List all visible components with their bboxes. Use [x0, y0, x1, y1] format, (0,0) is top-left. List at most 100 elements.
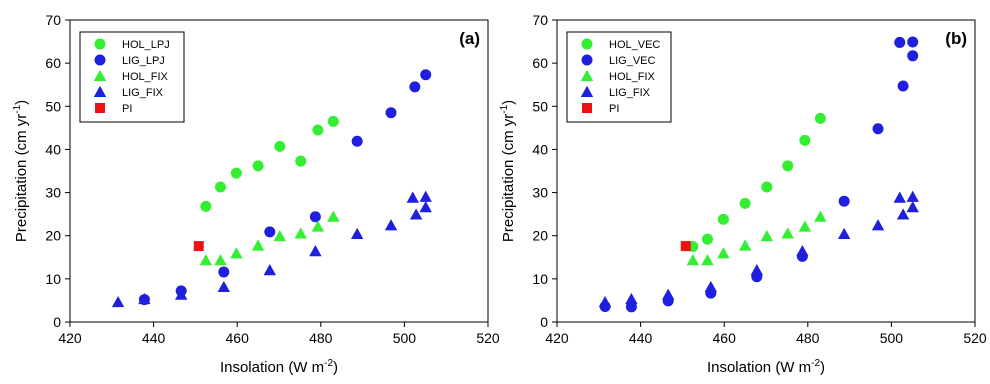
data-point	[384, 219, 398, 231]
data-point	[893, 191, 906, 203]
y-tick-label: 40	[45, 141, 61, 157]
y-tick-label: 50	[532, 98, 548, 114]
series-pi	[193, 241, 204, 252]
series-hol-fix	[686, 210, 827, 266]
data-point	[739, 197, 751, 209]
data-point	[598, 295, 612, 308]
legend-marker	[581, 54, 593, 66]
x-axis-label: Insolation (W m-2)	[707, 358, 825, 376]
data-point	[350, 227, 364, 239]
data-point	[409, 81, 421, 93]
legend: HOL_LPJ LIG_LPJ HOL_FIX LIG_FIX PI	[79, 31, 185, 123]
data-point	[419, 190, 432, 202]
y-tick-label: 30	[45, 185, 61, 201]
data-point	[200, 200, 212, 212]
series-hol-fix	[199, 210, 340, 266]
data-point	[799, 134, 811, 146]
data-point	[218, 266, 230, 278]
data-point	[894, 36, 906, 48]
data-point	[264, 226, 276, 238]
legend-entry-label: LIG_FIX	[609, 87, 651, 99]
data-point	[717, 247, 730, 259]
x-tick-label: 440	[142, 330, 166, 346]
data-point	[311, 220, 325, 232]
data-point	[327, 115, 339, 127]
data-point	[798, 220, 812, 232]
data-point	[907, 36, 919, 48]
x-tick-label: 460	[713, 330, 737, 346]
y-tick-label: 20	[45, 228, 61, 244]
data-point	[661, 288, 675, 300]
x-tick-label: 420	[58, 330, 82, 346]
data-point	[420, 69, 432, 81]
data-point	[625, 292, 638, 305]
chart-panel-a: 420 440 460 480 500 520 0 10 20 30 40 50 60 70 Insolat…	[12, 12, 500, 376]
data-point	[327, 210, 340, 222]
data-point	[717, 213, 729, 225]
data-point	[796, 245, 809, 257]
data-point	[138, 292, 151, 305]
data-point	[896, 208, 910, 220]
y-tick-label: 30	[532, 185, 548, 201]
y-axis-label: Precipitation (cm yr-1)	[12, 100, 30, 242]
y-tick-label: 10	[532, 271, 548, 287]
data-point	[907, 50, 919, 62]
data-point	[273, 229, 287, 242]
x-tick-label: 500	[393, 330, 417, 346]
data-point	[814, 210, 827, 222]
data-point	[263, 264, 277, 276]
legend-marker	[580, 85, 594, 97]
data-point	[230, 167, 242, 179]
panel-label: (a)	[459, 29, 480, 48]
legend-entry-label: PI	[609, 103, 619, 115]
x-tick-label: 480	[796, 330, 820, 346]
data-point	[193, 241, 204, 252]
data-point	[680, 241, 691, 252]
y-tick-label: 40	[532, 141, 548, 157]
data-point	[704, 280, 718, 293]
legend-entry-label: LIG_VEC	[609, 55, 656, 67]
legend-entry-label: LIG_LPJ	[122, 55, 165, 67]
data-point	[761, 181, 773, 193]
series-lig-fix	[111, 190, 432, 308]
data-point	[409, 208, 423, 220]
legend-marker	[580, 69, 594, 81]
series-hol-vec	[687, 112, 826, 252]
series-pi	[680, 241, 691, 252]
legend: HOL_VEC LIG_VEC HOL_FIX LIG_FIX PI	[566, 31, 672, 123]
legend-entry-label: PI	[122, 103, 132, 115]
legend-marker	[582, 103, 592, 113]
data-point	[385, 107, 397, 119]
y-tick-label: 50	[45, 98, 61, 114]
data-point	[760, 229, 774, 242]
data-point	[782, 160, 794, 172]
data-point	[906, 190, 919, 202]
data-point	[897, 80, 909, 92]
data-point	[406, 191, 419, 203]
x-tick-label: 520	[476, 330, 500, 346]
x-tick-label: 440	[629, 330, 653, 346]
data-point	[214, 254, 227, 266]
data-point	[351, 135, 363, 147]
legend-marker	[94, 54, 106, 66]
data-point	[419, 201, 432, 213]
data-point	[872, 123, 884, 135]
data-point	[252, 160, 264, 172]
y-tick-label: 60	[45, 55, 61, 71]
y-tick-label: 10	[45, 271, 61, 287]
data-point	[174, 288, 188, 300]
data-point	[814, 112, 826, 124]
legend-marker	[93, 69, 107, 81]
data-point	[251, 239, 265, 251]
panel-label: (b)	[945, 29, 967, 48]
data-point	[199, 254, 213, 266]
data-point	[701, 254, 714, 266]
data-point	[750, 264, 764, 276]
data-point	[111, 295, 125, 308]
y-tick-label: 0	[540, 314, 548, 330]
data-point	[837, 227, 851, 239]
data-point	[625, 301, 637, 313]
data-point	[294, 227, 307, 239]
y-tick-label: 70	[45, 12, 61, 28]
